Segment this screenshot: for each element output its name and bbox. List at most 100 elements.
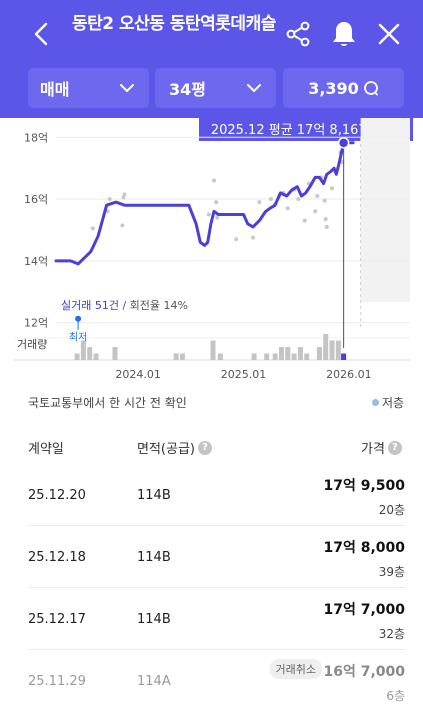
highlight-marker [337, 137, 350, 149]
transaction-dot [323, 217, 328, 222]
volume-bar [80, 340, 86, 360]
row-floor: 32층 [378, 627, 405, 641]
cancel-badge: 거래취소 [269, 659, 322, 679]
transaction-dot [234, 237, 239, 242]
row-area: 114B [137, 550, 171, 565]
table-row[interactable]: 25.12.18 114B 17억 8,000 39층 [28, 526, 405, 588]
row-floor: 20층 [378, 503, 405, 517]
volume-bar [285, 347, 291, 360]
transaction-dot [212, 178, 217, 183]
transaction-dot [285, 206, 290, 211]
transaction-dot [107, 197, 112, 202]
source-text: 국토교통부에서 한 시간 전 확인 [28, 396, 187, 410]
volume-bar [264, 353, 270, 360]
transaction-dot [121, 195, 126, 200]
volume-bar [217, 353, 223, 360]
chevron-down-icon [247, 84, 261, 92]
legend-dot [372, 399, 379, 406]
table-row[interactable]: 25.12.20 114B 17억 9,500 20층 [28, 464, 405, 526]
transaction-dot [322, 198, 327, 203]
share-icon[interactable] [284, 20, 312, 48]
row-area: 114A [137, 674, 171, 689]
volume-bar [335, 340, 341, 360]
transaction-dot [324, 224, 329, 229]
transaction-dot [302, 218, 307, 223]
chart-stats: 실거래 51건 / 회전율 14% [61, 299, 188, 312]
x-tick-label: 2025.01 [221, 368, 267, 378]
transaction-dot [315, 193, 320, 198]
header-date-label: 계약일 [28, 442, 64, 457]
volume-bar [87, 347, 93, 360]
row-floor: 39층 [378, 565, 405, 579]
help-icon[interactable]: ? [197, 440, 212, 455]
volume-bar [74, 353, 80, 360]
volume-bar [173, 353, 179, 360]
volume-bar [323, 334, 329, 360]
header-contract-date: 계약일 [28, 438, 64, 457]
header-price: 가격 ? [361, 438, 402, 457]
volume-bar [179, 353, 185, 360]
page-title: 동탄2 오산동 동탄역롯데캐슬 [72, 14, 276, 34]
low-marker-label: 최저 [69, 332, 87, 344]
header-area: 면적(공급) ? [137, 438, 212, 457]
row-price: 17억 9,500 [323, 478, 405, 494]
y-tick-label: 16억 [24, 193, 48, 206]
transaction-dot [206, 212, 211, 217]
volume-bar [210, 340, 216, 360]
header: 동탄2 오산동 동탄역롯데캐슬 매매 34평 3,390 [0, 0, 423, 118]
row-price: 16억 7,000 [323, 664, 405, 680]
transaction-dot [257, 200, 262, 205]
transaction-dot [122, 192, 127, 197]
table-row[interactable]: 25.12.17 114B 17억 7,000 32층 [28, 588, 405, 650]
volume-bar [291, 353, 297, 360]
y-tick-label: 14억 [24, 255, 48, 268]
area-dropdown[interactable]: 34평 [155, 68, 276, 108]
transaction-dot [268, 197, 273, 202]
search-icon [363, 81, 378, 96]
volume-bar [251, 353, 257, 360]
count-label: 3,390 [308, 78, 359, 98]
transaction-dot [214, 200, 219, 205]
volume-bar [278, 347, 284, 360]
row-floor: 6층 [386, 689, 405, 703]
legend-low-floor: 저층 [372, 394, 404, 411]
volume-label: 거래량 [17, 338, 47, 351]
row-price: 17억 8,000 [323, 540, 405, 556]
y-tick-label: 18억 [24, 131, 48, 144]
trade-type-dropdown[interactable]: 매매 [28, 68, 149, 108]
row-price: 17억 7,000 [323, 602, 405, 618]
transaction-dot [313, 209, 318, 214]
row-date: 25.12.18 [28, 550, 86, 565]
close-icon[interactable] [376, 21, 402, 47]
stat-turnover: / 회전율 14% [119, 299, 188, 312]
volume-bar [297, 347, 303, 360]
price-line [54, 141, 355, 266]
search-count-button[interactable]: 3,390 [283, 68, 404, 108]
y-tick-label: 12억 [24, 317, 48, 330]
transaction-dot [251, 235, 256, 240]
low-marker-dot [75, 315, 82, 322]
transaction-dot [120, 223, 125, 228]
volume-bar [272, 353, 278, 360]
trade-type-label: 매매 [40, 80, 70, 99]
volume-bar [93, 353, 99, 360]
row-date: 25.12.20 [28, 488, 86, 503]
row-date: 25.11.29 [28, 674, 86, 689]
row-area: 114B [137, 488, 171, 503]
chevron-left-icon[interactable] [28, 20, 56, 48]
row-date: 25.12.17 [28, 612, 86, 627]
volume-bar [341, 353, 347, 360]
transaction-dot [330, 186, 335, 191]
volume-bar [304, 353, 310, 360]
legend-label: 저층 [382, 396, 405, 410]
x-tick-label: 2024.01 [115, 368, 161, 378]
area-label: 34평 [169, 80, 206, 99]
stat-count: 실거래 51건 [61, 299, 119, 312]
help-icon[interactable]: ? [387, 440, 402, 455]
chevron-down-icon [120, 84, 134, 92]
future-shade [360, 118, 410, 302]
table-row[interactable]: 25.11.29 114A 거래취소 16억 7,000 6층 [28, 650, 405, 712]
bell-icon[interactable] [329, 19, 359, 49]
header-price-label: 가격 [361, 442, 385, 457]
